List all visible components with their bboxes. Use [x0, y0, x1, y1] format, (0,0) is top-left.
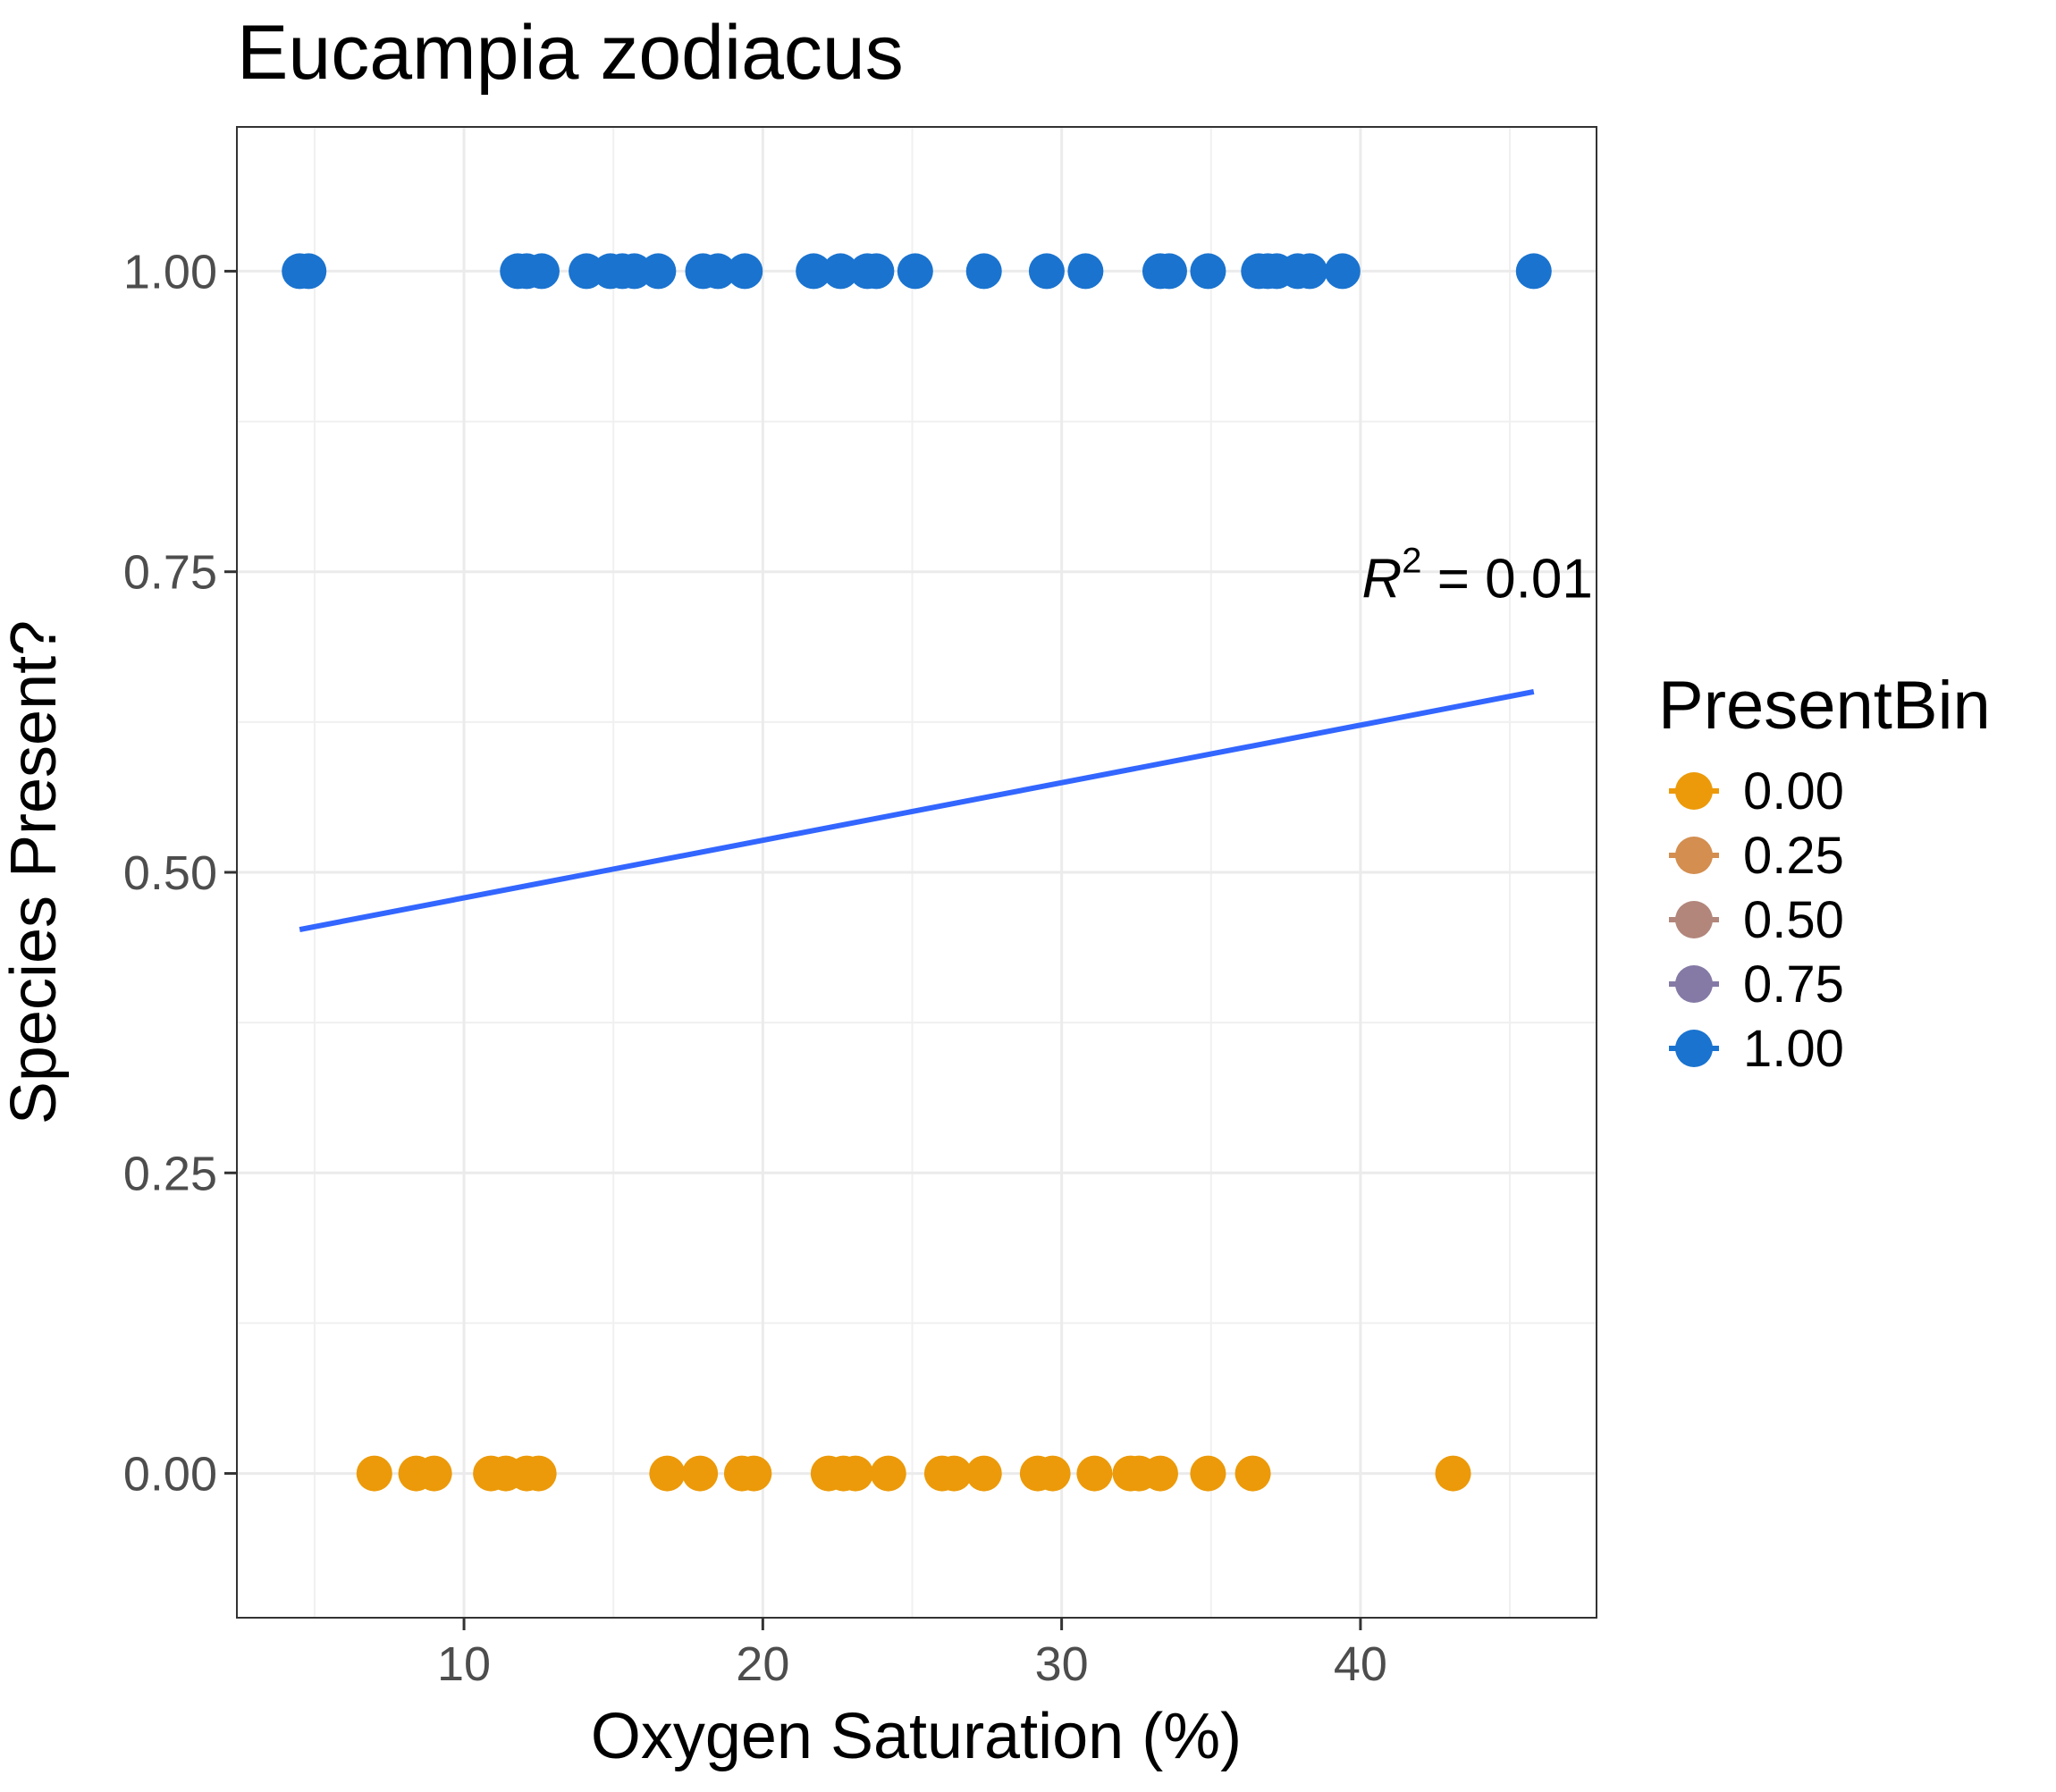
data-point — [1190, 1455, 1226, 1492]
data-point — [1324, 253, 1361, 290]
data-point — [1034, 1455, 1071, 1492]
legend: PresentBin 0.00 0.25 0.50 0.75 1.00 — [1658, 668, 1991, 1078]
data-point — [796, 253, 832, 290]
legend-entry: 0.50 — [1669, 891, 1844, 949]
data-point — [822, 253, 859, 290]
y-tick-label: 0.50 — [123, 846, 217, 900]
y-tick-label: 0.25 — [123, 1147, 217, 1200]
data-point — [1150, 253, 1187, 290]
data-point — [1234, 1455, 1271, 1492]
legend-label: 0.25 — [1743, 827, 1844, 885]
points-layer — [282, 253, 1552, 1492]
y-tick-label: 1.00 — [123, 245, 217, 299]
data-point — [1515, 253, 1552, 290]
data-point — [727, 253, 763, 290]
r-squared-label: R2 = 0.01 — [1361, 541, 1592, 610]
fit-line-layer — [299, 689, 1535, 932]
data-point — [700, 253, 737, 290]
x-tick-label: 40 — [1334, 1637, 1387, 1691]
data-point — [291, 253, 327, 290]
legend-key-dot — [1675, 965, 1713, 1003]
data-point — [1435, 1455, 1471, 1492]
y-axis: 0.00 0.25 0.50 0.75 1.00 — [123, 245, 237, 1502]
data-point — [640, 253, 677, 290]
legend-entry: 0.25 — [1669, 827, 1844, 885]
data-point — [682, 1455, 719, 1492]
x-axis-title: Oxygen Saturation (%) — [591, 1701, 1242, 1772]
data-point — [858, 253, 895, 290]
legend-key-dot — [1675, 837, 1713, 874]
data-point — [1190, 253, 1226, 290]
x-tick-label: 20 — [736, 1637, 789, 1691]
data-point — [736, 1455, 772, 1492]
data-point — [416, 1455, 452, 1492]
y-axis-title: Species Present? — [0, 620, 70, 1124]
data-point — [837, 1455, 873, 1492]
r-squared-annotation: R2 = 0.01 — [1361, 541, 1592, 610]
data-point — [1076, 1455, 1113, 1492]
legend-label: 1.00 — [1743, 1020, 1844, 1078]
x-axis: 10 20 30 40 — [437, 1618, 1387, 1691]
data-point — [936, 1455, 973, 1492]
data-point — [1142, 1455, 1178, 1492]
data-point — [523, 253, 560, 290]
legend-entry: 0.00 — [1669, 762, 1844, 820]
data-point — [965, 253, 1002, 290]
r-squared-exponent: 2 — [1402, 541, 1421, 580]
data-point — [897, 253, 933, 290]
data-point — [649, 1455, 686, 1492]
plot-panel — [236, 126, 1597, 1619]
x-tick-label: 10 — [437, 1637, 491, 1691]
data-point — [870, 1455, 906, 1492]
grid-major — [237, 127, 1597, 1618]
regression-line — [299, 689, 1535, 932]
chart-title: Eucampia zodiacus — [237, 10, 904, 96]
legend-key-dot — [1675, 901, 1713, 938]
y-tick-label: 0.75 — [123, 546, 217, 600]
legend-label: 0.00 — [1743, 762, 1844, 820]
legend-entry: 0.75 — [1669, 955, 1844, 1014]
r-squared-r: R — [1361, 548, 1402, 610]
x-tick-label: 30 — [1035, 1637, 1089, 1691]
data-point — [520, 1455, 557, 1492]
legend-label: 0.50 — [1743, 891, 1844, 949]
data-point — [356, 1455, 392, 1492]
y-tick-label: 0.00 — [123, 1448, 217, 1502]
r-squared-value: = 0.01 — [1421, 548, 1592, 610]
data-point — [1292, 253, 1328, 290]
legend-key-dot — [1675, 772, 1713, 810]
legend-title: PresentBin — [1658, 668, 1991, 744]
legend-entry: 1.00 — [1669, 1020, 1844, 1078]
legend-key-dot — [1675, 1030, 1713, 1067]
data-point — [965, 1455, 1002, 1492]
legend-label: 0.75 — [1743, 955, 1844, 1014]
data-point — [1067, 253, 1104, 290]
legend-entries: 0.00 0.25 0.50 0.75 1.00 — [1669, 762, 1844, 1078]
data-point — [1028, 253, 1065, 290]
